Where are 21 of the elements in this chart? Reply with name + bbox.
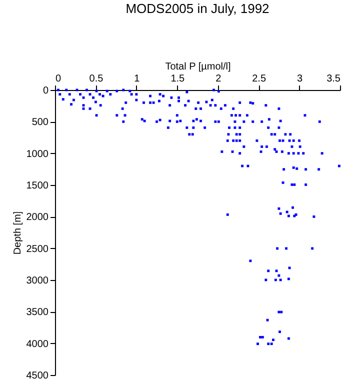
y-tick-label: 2500 bbox=[26, 244, 49, 255]
x-tick-label: 0 bbox=[56, 74, 62, 84]
y-tick-label: 4000 bbox=[26, 338, 49, 350]
x-tick-label: 1 bbox=[134, 74, 140, 84]
x-tick-label: 2 bbox=[216, 74, 222, 84]
chart-title: MODS2005 in July, 1992 bbox=[126, 1, 270, 16]
x-tick-label: 0.5 bbox=[89, 74, 104, 84]
x-tick-label: 1.5 bbox=[170, 74, 186, 84]
x-tick-label: 3 bbox=[297, 74, 304, 84]
y-tick-label: 3000 bbox=[26, 276, 49, 286]
x-axis-title: Total P [µmol/l] bbox=[165, 62, 232, 72]
y-tick-label: 2000 bbox=[26, 212, 49, 224]
y-tick-label: 0 bbox=[42, 86, 49, 96]
x-tick-label: 2.5 bbox=[252, 74, 266, 84]
y-tick-label: 3500 bbox=[26, 307, 49, 318]
y-axis-title: Depth [m] bbox=[12, 211, 24, 255]
y-tick-label: 1000 bbox=[26, 148, 49, 160]
y-tick-label: 4500 bbox=[26, 370, 49, 382]
x-tick-label: 3.5 bbox=[326, 74, 341, 84]
y-tick-label: 500 bbox=[32, 117, 49, 128]
y-tick-label: 1500 bbox=[26, 180, 49, 192]
